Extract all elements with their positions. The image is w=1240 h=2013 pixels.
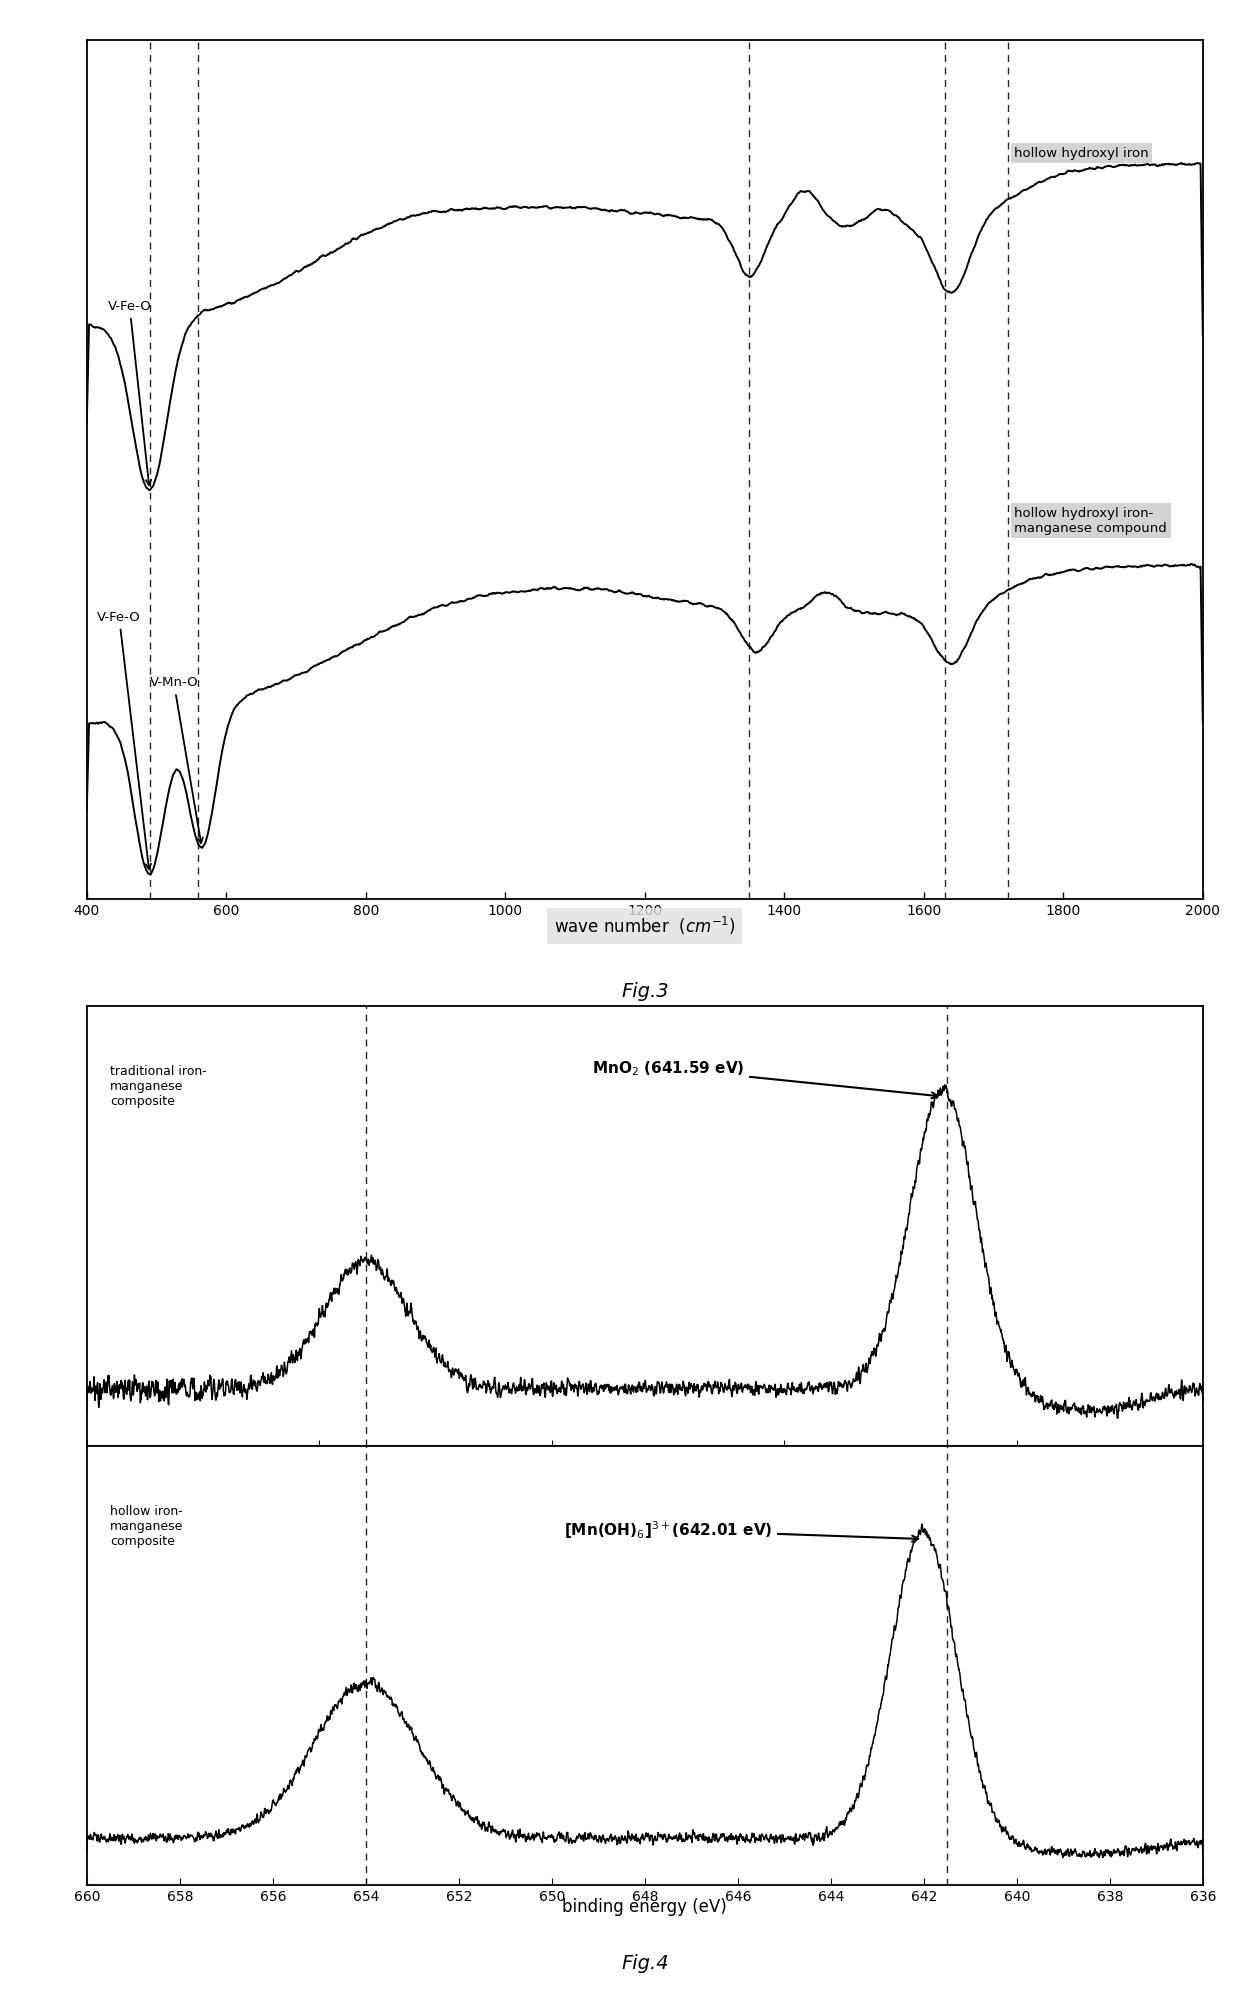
Text: MnO$_2$ (641.59 eV): MnO$_2$ (641.59 eV) xyxy=(591,1059,937,1099)
Text: wave number  $(cm^{-1})$: wave number $(cm^{-1})$ xyxy=(554,916,735,936)
Text: hollow iron-
manganese
composite: hollow iron- manganese composite xyxy=(110,1504,184,1548)
Text: V-Mn-O: V-Mn-O xyxy=(150,676,203,843)
Text: Fig.3: Fig.3 xyxy=(621,982,668,1000)
Text: [Mn(OH)$_6$]$^{3+}$(642.01 eV): [Mn(OH)$_6$]$^{3+}$(642.01 eV) xyxy=(564,1520,919,1542)
Text: binding energy (eV): binding energy (eV) xyxy=(563,1898,727,1916)
Text: V-Fe-O: V-Fe-O xyxy=(97,612,151,870)
Text: traditional iron-
manganese
composite: traditional iron- manganese composite xyxy=(110,1065,207,1109)
Text: V-Fe-O: V-Fe-O xyxy=(108,300,151,485)
Text: hollow hydroxyl iron: hollow hydroxyl iron xyxy=(1014,147,1149,159)
Text: hollow hydroxyl iron-
manganese compound: hollow hydroxyl iron- manganese compound xyxy=(1014,507,1167,535)
Text: Fig.4: Fig.4 xyxy=(621,1955,668,1973)
